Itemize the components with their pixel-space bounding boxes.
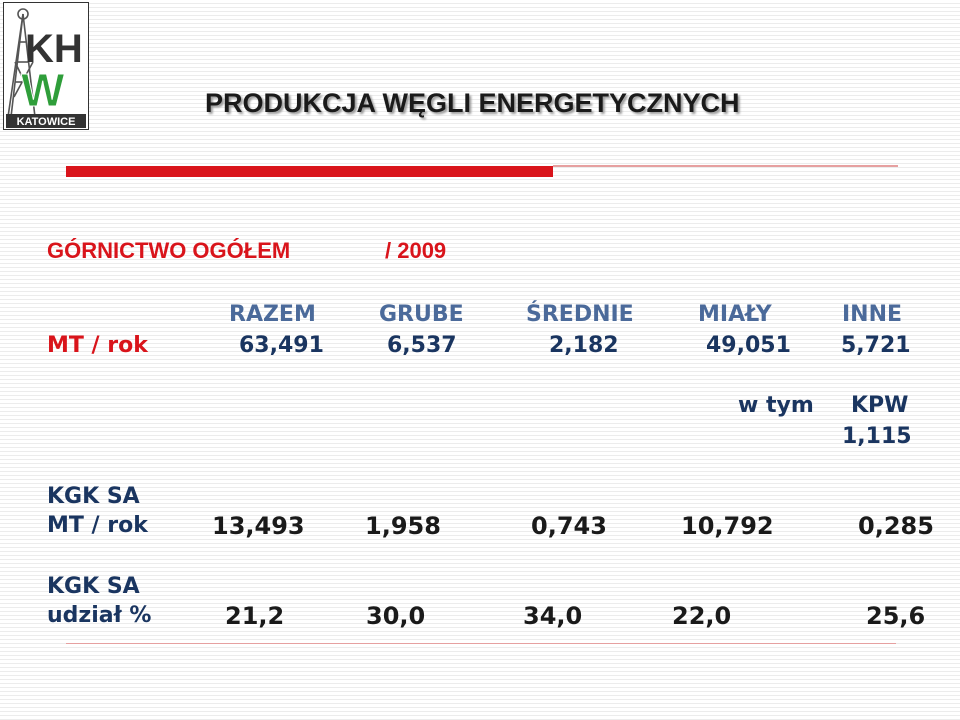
row1-grube: 6,537	[387, 333, 457, 358]
row2-razem: 13,493	[212, 512, 305, 540]
row3-razem: 21,2	[225, 602, 285, 630]
header-razem: RAZEM	[229, 302, 316, 327]
kpw-value: 1,115	[842, 424, 912, 449]
header-inne: INNE	[842, 302, 903, 327]
row3-srednie: 34,0	[523, 602, 583, 630]
kpw-prefix: w tym	[738, 393, 814, 418]
row3-grube: 30,0	[366, 602, 426, 630]
logo-w-text: W	[21, 64, 65, 116]
logo-graphic: KH W KATOWICE	[3, 2, 89, 130]
logo-city-text: KATOWICE	[17, 116, 76, 128]
row1-srednie: 2,182	[549, 333, 619, 358]
kpw-label: KPW	[851, 393, 909, 418]
header-mialy: MIAŁY	[698, 302, 772, 327]
row1-label: MT / rok	[47, 333, 148, 358]
row3-inne: 25,6	[866, 602, 926, 630]
row2-srednie: 0,743	[531, 512, 607, 540]
bottom-divider	[66, 643, 896, 644]
header-grube: GRUBE	[379, 302, 464, 327]
logo-kh-text: KH	[25, 27, 83, 71]
row3-mialy: 22,0	[672, 602, 732, 630]
row1-inne: 5,721	[841, 333, 911, 358]
title-underline-thin	[553, 165, 898, 167]
row3-label-unit: udział %	[47, 603, 152, 628]
khw-katowice-logo: KH W KATOWICE	[3, 2, 89, 130]
row2-inne: 0,285	[858, 512, 934, 540]
page-title: PRODUKCJA WĘGLI ENERGETYCZNYCH	[205, 88, 740, 118]
row2-label-unit: MT / rok	[47, 513, 148, 538]
row1-razem: 63,491	[239, 333, 324, 358]
subtitle-year: / 2009	[385, 238, 447, 263]
row2-label-company: KGK SA	[47, 484, 140, 509]
subtitle-label: GÓRNICTWO OGÓŁEM	[47, 238, 291, 263]
title-underline-bar	[66, 166, 553, 177]
row2-mialy: 10,792	[681, 512, 774, 540]
row2-grube: 1,958	[365, 512, 441, 540]
header-srednie: ŚREDNIE	[526, 302, 634, 327]
row1-mialy: 49,051	[706, 333, 791, 358]
row3-label-company: KGK SA	[47, 574, 140, 599]
